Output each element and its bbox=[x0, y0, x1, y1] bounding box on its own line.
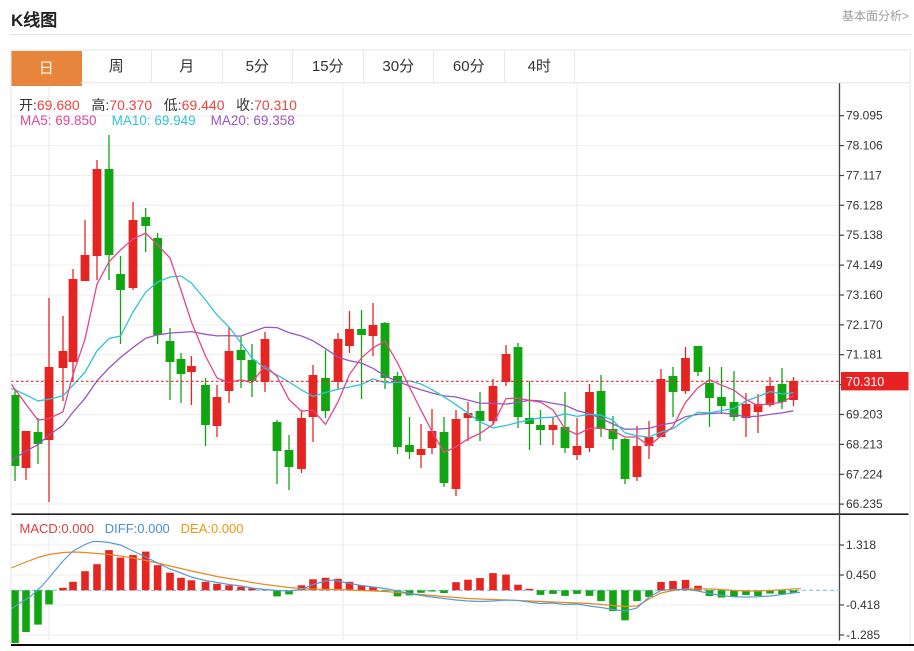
svg-text:75.138: 75.138 bbox=[846, 228, 883, 242]
svg-text:66.235: 66.235 bbox=[846, 497, 883, 511]
svg-text:0.450: 0.450 bbox=[846, 568, 876, 582]
svg-text:-0.418: -0.418 bbox=[846, 598, 880, 612]
svg-text:79.095: 79.095 bbox=[846, 109, 883, 123]
svg-text:69.203: 69.203 bbox=[846, 408, 883, 422]
svg-text:78.106: 78.106 bbox=[846, 139, 883, 153]
svg-text:73.160: 73.160 bbox=[846, 288, 883, 302]
svg-text:68.213: 68.213 bbox=[846, 437, 883, 451]
svg-text:1.318: 1.318 bbox=[846, 538, 876, 552]
svg-text:76.128: 76.128 bbox=[846, 198, 883, 212]
svg-text:-1.285: -1.285 bbox=[846, 628, 880, 642]
svg-text:74.149: 74.149 bbox=[846, 258, 883, 272]
svg-text:71.181: 71.181 bbox=[846, 348, 883, 362]
svg-text:70.310: 70.310 bbox=[846, 375, 884, 389]
svg-text:67.224: 67.224 bbox=[846, 467, 883, 481]
svg-text:77.117: 77.117 bbox=[846, 169, 882, 183]
svg-text:72.170: 72.170 bbox=[846, 318, 883, 332]
